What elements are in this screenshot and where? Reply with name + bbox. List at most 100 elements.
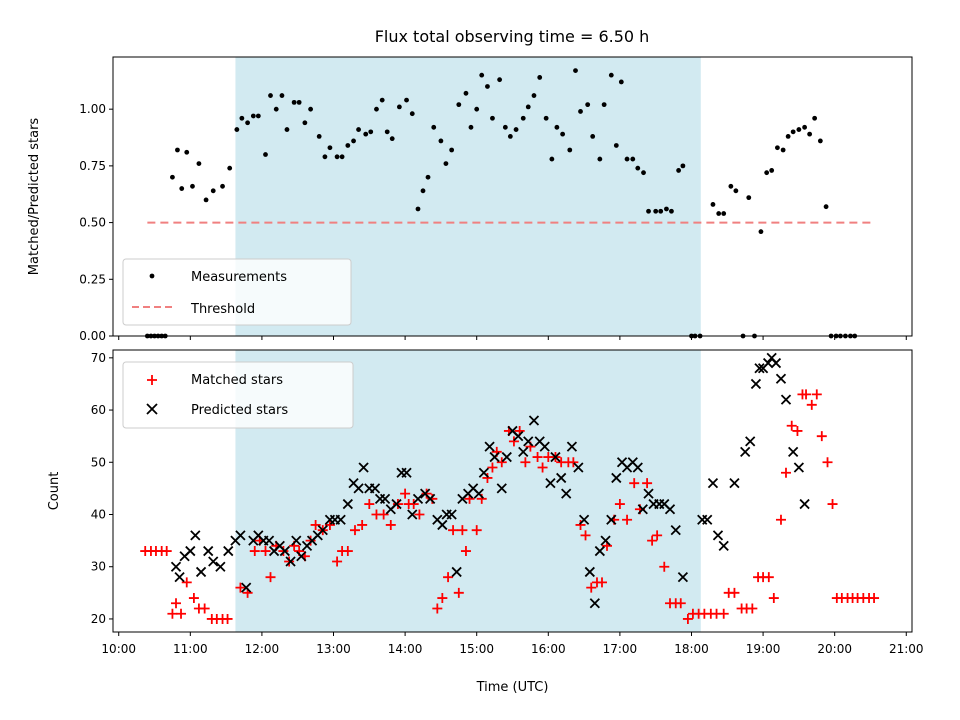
predicted-star-point (185, 545, 196, 557)
matched-star-point (181, 577, 192, 588)
measurement-point (279, 93, 285, 98)
top-y-axis-label: Matched/Predicted stars (27, 118, 42, 276)
measurement-point (322, 154, 328, 160)
measurement-point (175, 147, 180, 153)
matched-star-point (747, 603, 758, 614)
predicted-star-point (291, 535, 302, 546)
y-tick-label: 50 (91, 455, 106, 469)
measurement-point (389, 136, 395, 142)
predicted-stars-points (170, 352, 810, 609)
measurement-point (733, 188, 739, 194)
matched-star-point (775, 514, 786, 525)
matched-star-point (443, 572, 454, 583)
measurement-point (234, 127, 240, 132)
x-tick-label: 14:00 (388, 642, 423, 656)
predicted-star-point (799, 498, 810, 510)
measurement-point (345, 143, 351, 148)
measurement-point (203, 197, 209, 203)
measurement-point (502, 124, 508, 130)
x-axis-label: Time (UTC) (476, 680, 549, 695)
measurement-point (658, 208, 664, 214)
measurement-point (775, 145, 780, 151)
predicted-star-point (664, 504, 676, 515)
predicted-star-point (750, 378, 762, 390)
measurement-point (653, 208, 659, 214)
measurement-point (184, 149, 190, 155)
measurement-point (497, 77, 503, 83)
matched-star-point (792, 425, 803, 436)
bottom-y-axis-label: Count (47, 472, 62, 511)
measurement-point (308, 106, 314, 112)
predicted-star-point (523, 436, 534, 447)
matched-star-point (675, 598, 686, 609)
measurement-point (250, 113, 256, 119)
top-x-ticks (118, 336, 907, 340)
matched-star-point (811, 389, 822, 400)
measurement-point (368, 129, 374, 135)
legend-matched-label: Matched stars (191, 373, 283, 388)
matched-stars-points (140, 389, 880, 624)
predicted-star-point (335, 514, 346, 525)
measurement-point (356, 127, 361, 132)
predicted-star-point (358, 462, 369, 473)
measurement-point (590, 133, 596, 139)
matched-star-point (682, 613, 693, 624)
matched-star-point (448, 525, 459, 536)
matched-star-point (305, 535, 316, 546)
legend-matched-marker (147, 375, 157, 385)
measurement-point (255, 113, 261, 119)
predicted-star-point (740, 446, 751, 457)
measurement-point (601, 102, 607, 108)
x-tick-label: 13:00 (316, 642, 351, 656)
predicted-star-point (556, 472, 567, 484)
measurement-point (807, 131, 813, 137)
measurement-point (170, 174, 175, 180)
predicted-star-point (215, 561, 226, 572)
matched-star-point (768, 593, 779, 604)
predicted-star-point (643, 488, 654, 499)
matched-star-point (284, 556, 295, 567)
matched-star-point (482, 472, 493, 483)
matched-star-point (580, 530, 591, 541)
measurement-point (608, 72, 614, 78)
measurement-point (513, 127, 519, 132)
matched-star-point (629, 478, 640, 489)
matched-star-point (786, 420, 797, 431)
matched-star-point (342, 546, 353, 557)
measurement-point (468, 124, 474, 130)
predicted-star-point (208, 556, 219, 567)
matched-star-point (249, 546, 260, 557)
measurement-point (520, 115, 526, 121)
measurement-point (680, 163, 686, 169)
measurement-point (409, 111, 415, 117)
legend-measurements-label: Measurements (191, 270, 287, 285)
top-y-ticks: 0.00 0.25 0.50 0.75 1.00 (79, 102, 113, 343)
predicted-star-point (770, 357, 782, 369)
matched-star-point (357, 519, 368, 530)
measurement-point (327, 145, 333, 151)
measurement-point (710, 202, 716, 207)
matched-star-point (487, 462, 498, 473)
measurement-point (479, 72, 485, 78)
measurement-point (635, 165, 641, 171)
matched-star-point (460, 546, 471, 557)
matched-star-point (729, 587, 740, 598)
predicted-star-point (353, 483, 364, 494)
predicted-star-point (793, 462, 805, 473)
predicted-star-point (501, 451, 512, 463)
predicted-star-point (478, 467, 489, 478)
measurement-point (284, 127, 290, 132)
matched-star-point (718, 608, 729, 619)
matched-star-point (471, 525, 482, 536)
matched-star-point (385, 519, 396, 530)
bottom-legend-box (122, 361, 354, 429)
y-tick-label: 40 (91, 508, 106, 522)
x-tick-label: 12:00 (245, 642, 280, 656)
matched-star-point (349, 525, 360, 536)
predicted-star-point (780, 394, 792, 405)
predicted-star-point (489, 451, 500, 463)
legend-predicted-marker (146, 403, 158, 415)
measurement-point (728, 183, 734, 189)
predicted-star-point (600, 535, 611, 546)
